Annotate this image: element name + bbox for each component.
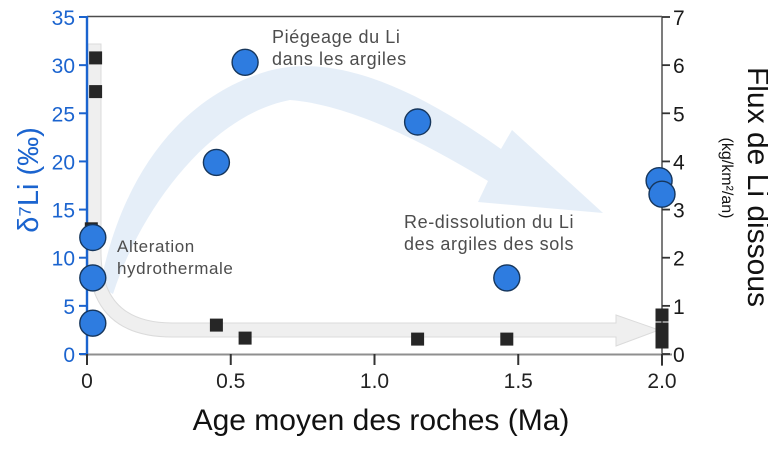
annotation-piegeage-line2: dans les argiles — [272, 49, 407, 69]
x-tick-label: 2.0 — [647, 370, 676, 393]
y-left-tick-label: 10 — [52, 248, 75, 271]
y-left-tick-label: 25 — [52, 103, 75, 126]
y-right-tick-label: 0 — [673, 344, 685, 367]
delta7Li-point — [79, 264, 107, 292]
y-left-tick-label: 15 — [52, 200, 75, 223]
x-tick-label: 1.5 — [504, 370, 533, 393]
y-right-tick-label: 6 — [673, 55, 685, 78]
flux-li-point — [411, 332, 425, 346]
delta7Li-point — [202, 148, 231, 177]
y-right-tick-label: 5 — [673, 103, 685, 126]
y-right-tick-label: 3 — [673, 200, 685, 223]
delta7Li-point — [403, 108, 432, 136]
annotation-redissolution-line1: Re-dissolution du Li — [404, 212, 574, 232]
y-left-axis-title: δ⁷Li (‰) — [13, 127, 45, 233]
flux-li-point — [500, 332, 514, 346]
delta7Li-point — [79, 309, 107, 337]
x-tick-label: 0 — [81, 370, 93, 393]
data-points — [79, 48, 676, 349]
flux-li-point — [655, 308, 669, 322]
delta7Li-point — [648, 180, 676, 208]
plot-frame — [80, 15, 672, 366]
delta7Li-point — [79, 223, 107, 252]
flux-li-point — [89, 85, 103, 99]
delta7Li-point — [231, 48, 259, 76]
y-right-tick-label: 4 — [673, 151, 685, 174]
y-right-tick-label: 2 — [673, 248, 685, 271]
delta7Li-point — [493, 264, 521, 292]
x-tick-label: 1.0 — [360, 370, 389, 393]
flux-li-point — [655, 335, 669, 349]
y-left-tick-label: 35 — [52, 7, 75, 30]
flux-li-point — [89, 51, 103, 65]
y-left-tick-label: 20 — [52, 151, 75, 174]
y-right-axis-units: (kg/km²/an) — [718, 138, 735, 219]
y-left-tick-label: 30 — [52, 55, 75, 78]
y-right-axis-title: Flux de Li dissous — [741, 67, 768, 307]
flux-li-point — [209, 318, 223, 332]
trend-arrows — [87, 43, 661, 347]
y-right-tick-label: 1 — [673, 296, 685, 319]
y-right-tick-label: 7 — [673, 7, 685, 30]
annotation-redissolution-line2: des argiles des sols — [404, 234, 574, 254]
clay-trapping-trend-arrow-icon — [100, 66, 603, 295]
axis-ticks: 0 5 10 15 20 25 30 35 0 1 2 3 4 5 6 7 0 0.5 1.0 1.5 2.0 — [52, 7, 685, 393]
x-axis-title: Age moyen des roches (Ma) — [193, 404, 570, 437]
x-tick-label: 0.5 — [216, 370, 245, 393]
annotation-piegeage-line1: Piégeage du Li — [272, 27, 401, 47]
flux-li-point — [655, 322, 669, 336]
annotation-alteration-line1: Alteration — [117, 237, 195, 256]
annotation-alteration-line2: hydrothermale — [117, 259, 233, 278]
y-left-tick-label: 5 — [63, 296, 75, 319]
y-left-tick-label: 0 — [63, 344, 75, 367]
flux-li-point — [238, 331, 252, 345]
